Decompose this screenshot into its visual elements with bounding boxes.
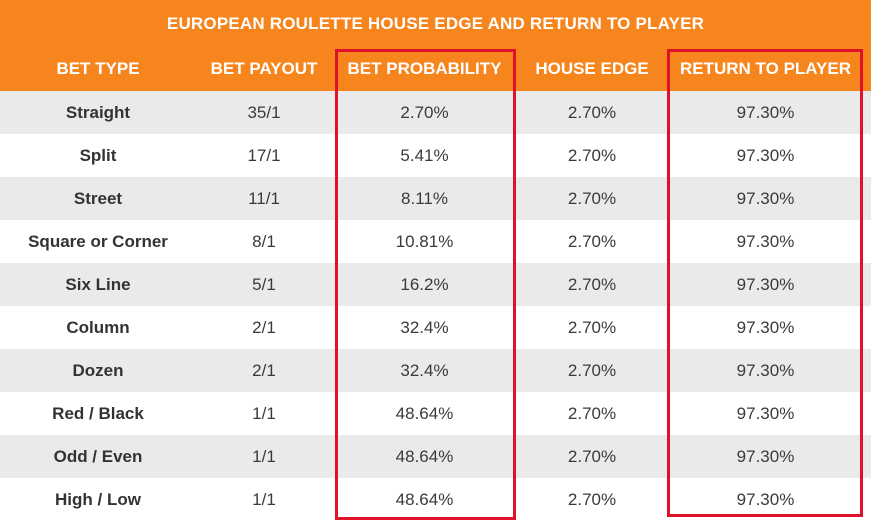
header-house-edge: HOUSE EDGE: [535, 59, 649, 78]
cell-bet-type: Odd / Even: [53, 446, 143, 466]
cell-bet-probability: 5.41%: [400, 145, 449, 165]
cell-house-edge: 2.70%: [567, 145, 617, 165]
cell-bet-probability: 48.64%: [395, 403, 454, 423]
cell-bet-type: Square or Corner: [28, 231, 168, 251]
table-row: Odd / Even 1/1 48.64% 2.70% 97.30%: [0, 435, 871, 478]
cell-bet-probability: 10.81%: [395, 231, 454, 251]
cell-bet-payout: 35/1: [247, 102, 281, 122]
cell-bet-type: Six Line: [65, 274, 131, 294]
cell-bet-probability: 48.64%: [395, 489, 454, 509]
cell-bet-payout: 17/1: [247, 145, 281, 165]
cell-house-edge: 2.70%: [567, 274, 617, 294]
header-bet-type: BET TYPE: [56, 59, 140, 78]
cell-bet-payout: 11/1: [248, 188, 280, 208]
cell-house-edge: 2.70%: [567, 403, 617, 423]
table-row: Street 11/1 8.11% 2.70% 97.30%: [0, 177, 871, 220]
table-row: Square or Corner 8/1 10.81% 2.70% 97.30%: [0, 220, 871, 263]
table-row: High / Low 1/1 48.64% 2.70% 97.30%: [0, 478, 871, 521]
cell-return-to-player: 97.30%: [736, 317, 795, 337]
cell-bet-probability: 32.4%: [400, 317, 449, 337]
table-row: Straight 35/1 2.70% 2.70% 97.30%: [0, 91, 871, 134]
cell-bet-type: Street: [73, 188, 123, 208]
cell-return-to-player: 97.30%: [736, 102, 795, 122]
table-row: Column 2/1 32.4% 2.70% 97.30%: [0, 306, 871, 349]
cell-house-edge: 2.70%: [567, 446, 617, 466]
cell-bet-probability: 16.2%: [400, 274, 449, 294]
header-bet-payout: BET PAYOUT: [210, 59, 318, 78]
cell-house-edge: 2.70%: [567, 231, 617, 251]
cell-bet-payout: 1/1: [252, 446, 276, 466]
table-header-row: BET TYPE BET PAYOUT BET PROBABILITY HOUS…: [0, 47, 871, 91]
cell-return-to-player: 97.30%: [736, 403, 795, 423]
table-title: EUROPEAN ROULETTE HOUSE EDGE AND RETURN …: [0, 0, 871, 47]
cell-bet-type: High / Low: [55, 489, 141, 509]
cell-bet-payout: 2/1: [252, 360, 276, 380]
cell-house-edge: 2.70%: [567, 489, 617, 509]
table-row: Red / Black 1/1 48.64% 2.70% 97.30%: [0, 392, 871, 435]
cell-return-to-player: 97.30%: [736, 274, 795, 294]
header-return-to-player: RETURN TO PLAYER: [680, 59, 851, 78]
cell-house-edge: 2.70%: [567, 360, 617, 380]
cell-bet-type: Red / Black: [52, 403, 144, 423]
cell-return-to-player: 97.30%: [736, 188, 795, 208]
cell-bet-probability: 8.11%: [401, 188, 448, 208]
cell-house-edge: 2.70%: [567, 188, 617, 208]
header-bet-probability: BET PROBABILITY: [347, 59, 502, 78]
cell-bet-type: Column: [66, 317, 130, 337]
cell-return-to-player: 97.30%: [736, 231, 795, 251]
cell-bet-probability: 2.70%: [400, 102, 449, 122]
cell-bet-type: Dozen: [72, 360, 124, 380]
cell-bet-type: Split: [79, 145, 117, 165]
cell-bet-payout: 1/1: [252, 489, 276, 509]
cell-return-to-player: 97.30%: [736, 360, 795, 380]
cell-return-to-player: 97.30%: [736, 489, 795, 509]
cell-bet-probability: 48.64%: [395, 446, 454, 466]
table-row: Dozen 2/1 32.4% 2.70% 97.30%: [0, 349, 871, 392]
cell-bet-payout: 8/1: [252, 231, 276, 251]
cell-return-to-player: 97.30%: [736, 145, 795, 165]
cell-return-to-player: 97.30%: [736, 446, 795, 466]
cell-bet-probability: 32.4%: [400, 360, 449, 380]
cell-bet-payout: 5/1: [252, 274, 276, 294]
cell-bet-type: Straight: [65, 102, 131, 122]
cell-house-edge: 2.70%: [567, 102, 617, 122]
cell-bet-payout: 1/1: [252, 403, 276, 423]
cell-bet-payout: 2/1: [252, 317, 276, 337]
table-row: Split 17/1 5.41% 2.70% 97.30%: [0, 134, 871, 177]
table-row: Six Line 5/1 16.2% 2.70% 97.30%: [0, 263, 871, 306]
cell-house-edge: 2.70%: [567, 317, 617, 337]
